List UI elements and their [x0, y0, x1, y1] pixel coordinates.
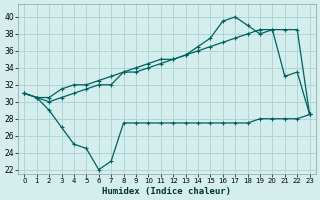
X-axis label: Humidex (Indice chaleur): Humidex (Indice chaleur) [102, 187, 231, 196]
